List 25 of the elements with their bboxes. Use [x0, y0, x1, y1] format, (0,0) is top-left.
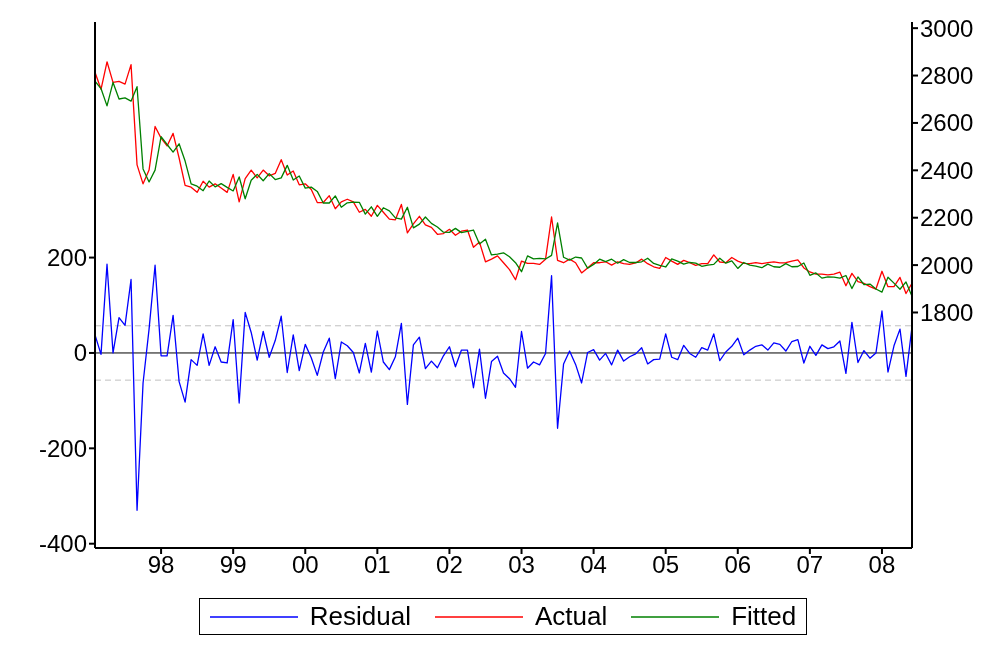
x-tick-label: 99 [219, 551, 247, 579]
x-tick-label: 06 [724, 551, 752, 579]
x-tick-label: 04 [580, 551, 607, 579]
y2-tick-label: 2200 [920, 204, 974, 232]
x-tick-label: 08 [868, 551, 896, 579]
legend-label: Actual [534, 601, 608, 632]
x-tick-label: 03 [508, 551, 535, 579]
y-tick-label: -400 [38, 530, 87, 558]
x-tick-label: 05 [652, 551, 680, 579]
x-tick-label: 07 [796, 551, 824, 579]
y2-tick-label: 3000 [920, 14, 974, 42]
y2-tick-label: 2000 [920, 251, 974, 279]
y2-tick-label: 2800 [920, 62, 974, 90]
y-tick-label: -200 [38, 434, 87, 462]
legend-label: Fitted [731, 601, 797, 632]
x-tick-label: 98 [147, 551, 175, 579]
y-tick-label: 0 [73, 339, 87, 367]
y2-tick-label: 2400 [920, 156, 974, 184]
x-tick-label: 00 [291, 551, 319, 579]
y-tick-label: 200 [46, 244, 87, 272]
x-tick-label: 01 [363, 551, 391, 579]
x-tick-label: 02 [436, 551, 463, 579]
legend-label: Residual [309, 601, 411, 632]
y2-tick-label: 1800 [920, 299, 974, 326]
y2-tick-label: 2600 [920, 109, 974, 137]
